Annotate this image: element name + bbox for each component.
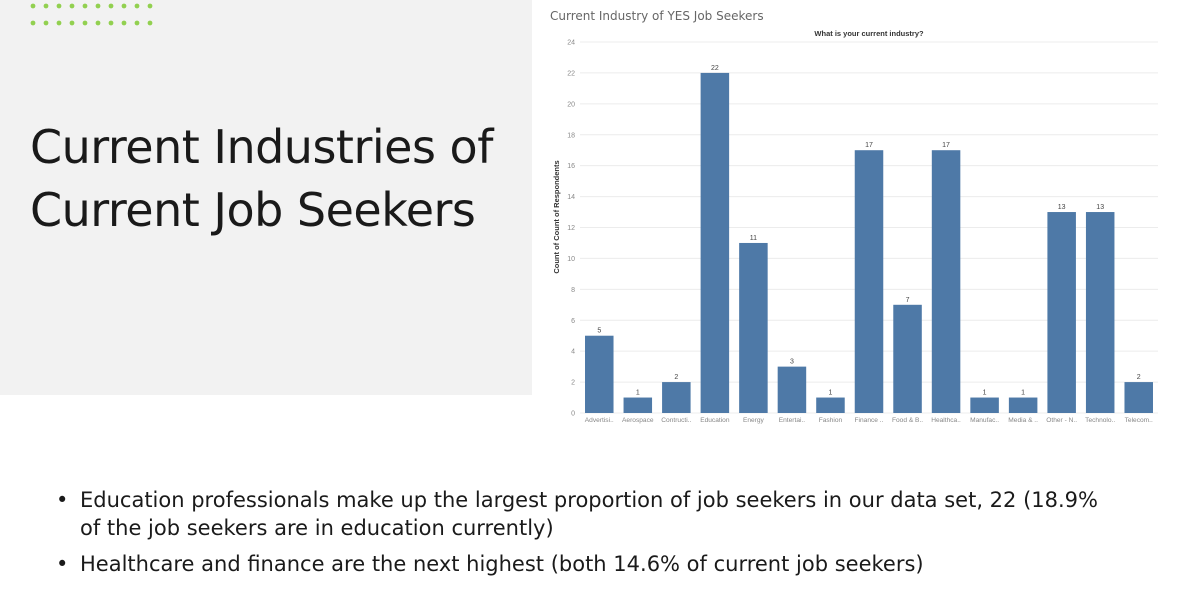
bullet-item: • Education professionals make up the la… [56,486,1136,542]
x-tick-label: Aerospace [622,417,654,424]
y-tick-label: 20 [567,101,575,108]
x-tick-label: Fashion [819,417,843,424]
bar [777,366,807,413]
title-panel: Current Industries of Current Job Seeker… [0,0,532,395]
bar [1085,212,1115,413]
bar [585,335,614,413]
data-label: 13 [1058,204,1066,211]
x-axis-ticks: Advertisi.. Aerospace Contructi.. Education… [585,417,1153,424]
slide-title: Current Industries of Current Job Seeker… [30,120,493,237]
bar [816,397,845,413]
bar [893,304,922,413]
accent-dot [108,20,114,26]
bullet-list: • Education professionals make up the la… [56,486,1136,586]
data-label: 1 [636,390,640,397]
x-tick-label: Other - N.. [1046,417,1077,424]
y-tick-label: 8 [571,287,575,294]
x-tick-label: Food & B.. [892,417,923,424]
x-tick-label: Technolo.. [1085,417,1115,424]
bar [970,397,999,413]
bar [662,382,691,413]
y-tick-label: 0 [571,411,575,418]
y-axis-label: Count of Count of Respondents [552,160,561,273]
y-tick-label: 6 [571,318,575,325]
data-label: 22 [711,65,719,72]
data-label: 17 [865,142,873,149]
accent-dot [147,3,153,9]
x-tick-label: Healthca.. [931,417,961,424]
bar [739,242,768,413]
bar [1008,397,1038,413]
y-tick-label: 22 [567,70,575,77]
data-label: 1 [983,390,987,397]
x-tick-label: Advertisi.. [585,417,614,424]
y-tick-label: 24 [567,40,575,47]
bar [700,72,730,413]
bar [623,397,653,413]
bullet-item: • Healthcare and finance are the next hi… [56,550,1136,578]
accent-dot [43,20,49,26]
accent-dot [69,20,75,26]
accent-dot [108,3,114,9]
data-label: 11 [750,235,757,242]
bullet-point-icon: • [56,488,69,512]
accent-dot [30,3,36,9]
accent-dot [121,3,127,9]
data-label: 13 [1096,204,1104,211]
x-tick-label: Finance .. [855,417,884,424]
accent-dot [82,3,88,9]
accent-dot [69,3,75,9]
x-tick-label: Entertai.. [779,417,806,424]
data-label: 1 [829,390,833,397]
bars [585,72,1153,413]
y-tick-label: 16 [567,163,575,170]
x-tick-label: Telecom.. [1125,417,1153,424]
accent-dot [43,3,49,9]
x-tick-label: Energy [743,417,765,424]
x-tick-label: Media & .. [1008,417,1038,424]
y-tick-label: 4 [571,349,575,356]
data-label: 7 [906,297,910,304]
y-tick-label: 10 [567,256,575,263]
accent-dot [134,3,140,9]
x-tick-label: Education [700,417,730,424]
accent-dot [56,3,62,9]
bar [1047,212,1076,413]
data-label: 5 [597,328,601,335]
x-tick-label: Contructi.. [661,417,691,424]
accent-dot [95,20,101,26]
data-label: 3 [790,359,794,366]
data-label: 2 [674,374,678,381]
y-tick-label: 14 [567,194,575,201]
accent-dot [82,20,88,26]
accent-dot [56,20,62,26]
accent-dot [121,20,127,26]
y-tick-label: 12 [567,225,575,232]
accent-dot [147,20,153,26]
data-label: 2 [1137,374,1141,381]
bar [931,150,961,413]
bar [854,150,884,413]
y-tick-label: 18 [567,132,575,139]
accent-dot [30,20,36,26]
bullet-text: Healthcare and finance are the next high… [80,552,924,576]
data-label: 1 [1021,390,1025,397]
decorative-dots [30,3,153,26]
y-tick-label: 2 [571,380,575,387]
accent-dot [134,20,140,26]
data-label: 17 [942,142,950,149]
accent-dot [95,3,101,9]
x-tick-label: Manufac.. [970,417,999,424]
bullet-point-icon: • [56,552,69,576]
chart-title: Current Industry of YES Job Seekers [550,9,764,23]
chart-subtitle: What is your current industry? [814,29,924,38]
bar [1124,382,1153,413]
bullet-text: Education professionals make up the larg… [80,488,1098,540]
